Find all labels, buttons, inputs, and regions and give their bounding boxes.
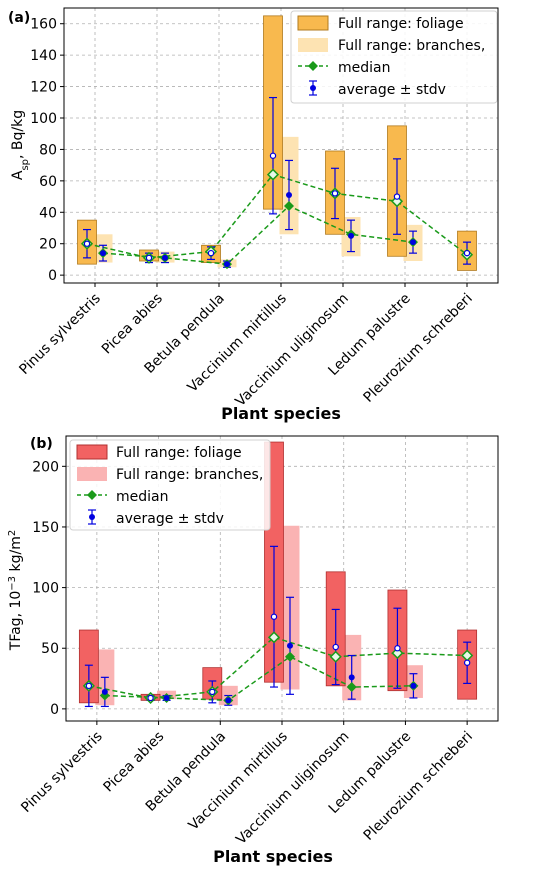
- foliage-average-marker: [393, 193, 401, 200]
- legend-median-icon: [308, 61, 318, 71]
- branches-average-marker: [100, 250, 106, 257]
- branches-average-marker: [286, 192, 292, 198]
- foliage-median-marker: [391, 647, 404, 660]
- branches-median-marker: [284, 201, 294, 211]
- legend-label-median: median: [116, 489, 168, 505]
- y-tick-label: 80: [39, 142, 57, 158]
- panel-a: (a) 0 20 40 60 80 100 120 140 160 Pinus sylvestr…: [8, 7, 499, 423]
- legend-label-median: median: [338, 60, 390, 76]
- foliage-average-marker: [270, 613, 278, 620]
- y-tick-label: 40: [39, 205, 57, 221]
- legend-label-foliage: Full range: foliage: [116, 445, 242, 461]
- x-tick-label: Vaccinium uliginosum: [233, 291, 352, 410]
- y-tick-label: 20: [39, 237, 57, 253]
- legend-swatch-branches: [77, 467, 107, 481]
- y-tick-label: 140: [30, 48, 57, 64]
- branches-average-marker: [348, 232, 354, 239]
- legend-average-icon: [310, 85, 316, 91]
- branches-median-marker: [285, 651, 295, 662]
- foliage-average-marker: [209, 688, 216, 696]
- panel-b-xlabel: Plant species: [213, 847, 333, 866]
- x-tick-label: Vaccinium uliginosum: [233, 729, 352, 848]
- branches-average-marker: [163, 694, 170, 701]
- branches-average-marker: [162, 254, 168, 261]
- foliage-median-marker: [390, 195, 404, 208]
- foliage-average-marker: [85, 682, 93, 690]
- y-tick-label: 100: [30, 111, 57, 127]
- panel-a-label: (a): [8, 10, 30, 26]
- foliage-average-marker: [463, 659, 471, 666]
- foliage-median-marker: [267, 631, 281, 644]
- foliage-average-marker: [207, 249, 215, 257]
- foliage-average-marker: [463, 249, 471, 257]
- branches-average-marker: [224, 261, 230, 268]
- legend-label-branches: Full range: branches,: [116, 467, 263, 483]
- y-tick-label: 160: [30, 17, 57, 33]
- branches-median-line: [104, 655, 414, 702]
- x-tick-label: Pinus sylvestris: [18, 729, 105, 816]
- y-tick-label: 100: [32, 581, 59, 597]
- legend-label-foliage: Full range: foliage: [338, 16, 464, 32]
- legend-swatch-foliage: [297, 15, 329, 31]
- foliage-average-marker: [83, 240, 91, 247]
- foliage-average-marker: [332, 643, 339, 651]
- x-tick-label: Picea abies: [99, 291, 166, 358]
- foliage-average-marker: [394, 645, 401, 652]
- foliage-median-marker: [329, 650, 342, 663]
- legend-swatch-foliage: [76, 444, 108, 460]
- branches-average-marker: [410, 682, 417, 689]
- x-tick-label: Pleurozium schreberi: [360, 291, 475, 406]
- branches-median-line: [102, 205, 414, 265]
- foliage-average-marker: [147, 694, 154, 702]
- x-tick-label: Pleurozium schreberi: [361, 729, 476, 844]
- branches-average-marker: [287, 642, 293, 649]
- y-tick-label: 0: [48, 268, 57, 284]
- branches-median-marker: [346, 682, 357, 693]
- foliage-median-marker: [266, 168, 280, 181]
- y-tick-label: 0: [50, 702, 59, 718]
- foliage-average-marker: [145, 254, 153, 262]
- foliage-average-marker: [331, 190, 339, 197]
- panel-b-ylabel: TFag, 10−3 kg/m2: [7, 530, 25, 651]
- y-tick-label: 50: [41, 641, 59, 657]
- legend-swatch-branches: [298, 38, 328, 52]
- panel-a-xlabel: Plant species: [221, 404, 341, 423]
- branches-average-marker: [348, 674, 355, 681]
- foliage-average-marker: [269, 152, 277, 159]
- branches-average-marker: [225, 697, 232, 704]
- y-tick-label: 120: [30, 80, 57, 96]
- legend-label-average: average ± stdv: [338, 82, 446, 98]
- y-tick-label: 200: [32, 459, 59, 475]
- y-tick-label: 60: [39, 174, 57, 190]
- legend-label-branches: Full range: branches,: [338, 38, 485, 54]
- x-tick-label: Picea abies: [100, 729, 167, 796]
- panel-b-label: (b): [30, 436, 53, 452]
- branches-average-marker: [101, 688, 108, 695]
- legend-label-average: average ± stdv: [116, 511, 224, 527]
- panel-b-legend: Full range: foliage Full range: branches…: [69, 439, 271, 531]
- x-tick-label: Pinus sylvestris: [16, 291, 103, 378]
- legend-median-icon: [87, 490, 97, 500]
- panel-a-ylabel: Asp, Bq/kg: [10, 110, 31, 180]
- legend-average-icon: [89, 514, 95, 520]
- branches-average-marker: [410, 239, 416, 246]
- panel-a-legend: Full range: foliage Full range: branches…: [290, 10, 498, 104]
- y-tick-label: 150: [32, 520, 59, 536]
